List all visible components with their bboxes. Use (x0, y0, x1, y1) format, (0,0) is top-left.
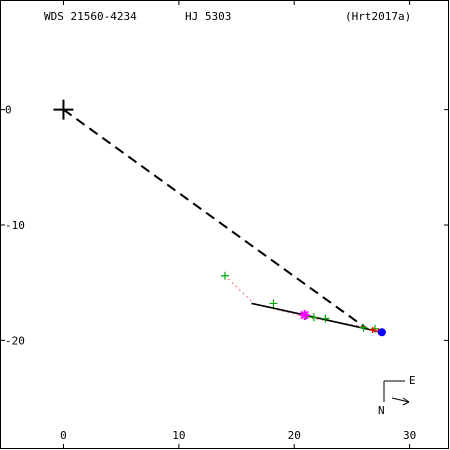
line-of-nodes (62, 108, 368, 330)
north-label: N (378, 404, 385, 417)
discoverer-label: HJ 5303 (185, 10, 231, 23)
primary-star-marker (53, 99, 74, 120)
orbit-ref-label: (Hrt2017a) (345, 10, 411, 23)
x-tick-label: 0 (60, 429, 67, 442)
x-tick-label: 30 (403, 429, 416, 442)
x-tick-label: 10 (172, 429, 185, 442)
y-tick-label: 0 (5, 104, 12, 117)
current-position-dot (377, 328, 386, 337)
measure-point (269, 299, 278, 308)
x-tick-label: 20 (288, 429, 301, 442)
plot-marks (53, 99, 386, 337)
wds-id-label: WDS 21560-4234 (44, 10, 137, 23)
y-tick-label: -10 (5, 219, 25, 232)
highlighted-measure (299, 310, 310, 320)
orientation-indicator: N E (378, 374, 416, 417)
residual-mark (369, 327, 376, 333)
measure-point (221, 271, 229, 280)
measure-point (321, 314, 330, 323)
y-tick-label: -20 (5, 334, 25, 347)
measure-point (309, 313, 318, 322)
east-label: E (409, 374, 416, 387)
motion-arrow-shaft (391, 397, 410, 403)
motion-arrow-head (402, 397, 410, 406)
measure-point (359, 323, 368, 332)
